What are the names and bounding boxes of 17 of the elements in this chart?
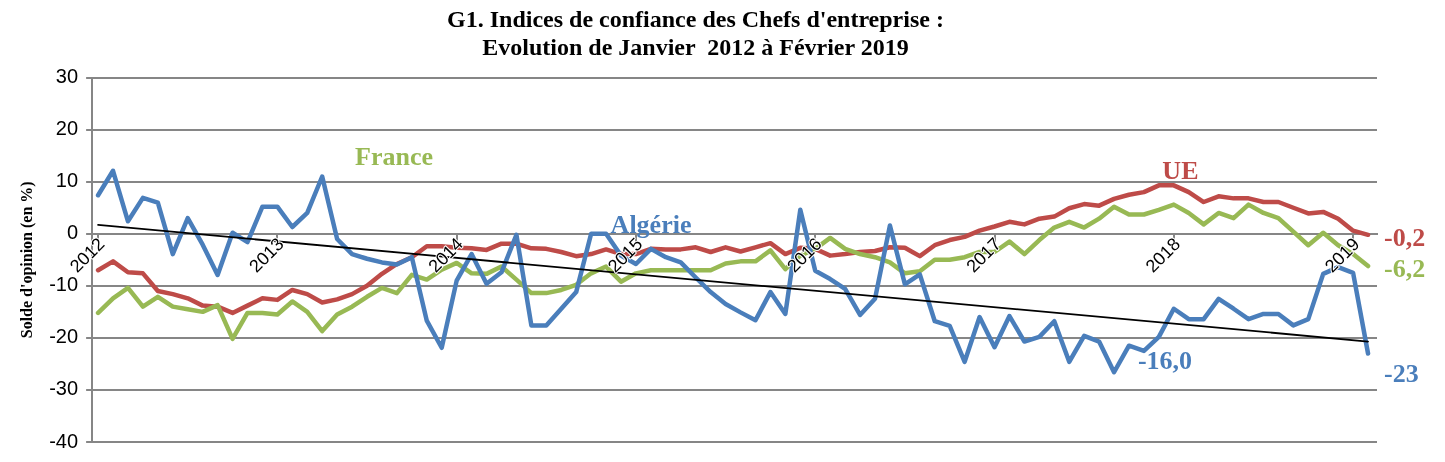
annotation: -16,0 (1137, 345, 1193, 375)
y-axis-title: Solde d'opinion (en %) (17, 181, 36, 339)
chart-title: G1. Indices de confiance des Chefs d'entreprise : Evolution de Janvier 2012 à Février 2019 (447, 5, 944, 61)
annotation: -23 (1384, 359, 1419, 389)
annotation: -6,2 (1384, 253, 1426, 283)
text: France (355, 141, 434, 171)
y-tick-label: 10 (55, 169, 79, 192)
y-tick-label: 0 (66, 221, 79, 244)
y-tick-label: -20 (49, 325, 79, 348)
annotation: -0,2 (1384, 222, 1426, 252)
y-tick-label: -30 (49, 377, 79, 400)
series-label: Algérie (610, 209, 692, 239)
series-label: UE (1162, 155, 1199, 185)
y-tick-label: 30 (55, 65, 79, 88)
y-tick-label: -40 (49, 429, 79, 452)
y-tick-label: 20 (55, 117, 79, 140)
y-tick-label: -10 (49, 273, 79, 296)
